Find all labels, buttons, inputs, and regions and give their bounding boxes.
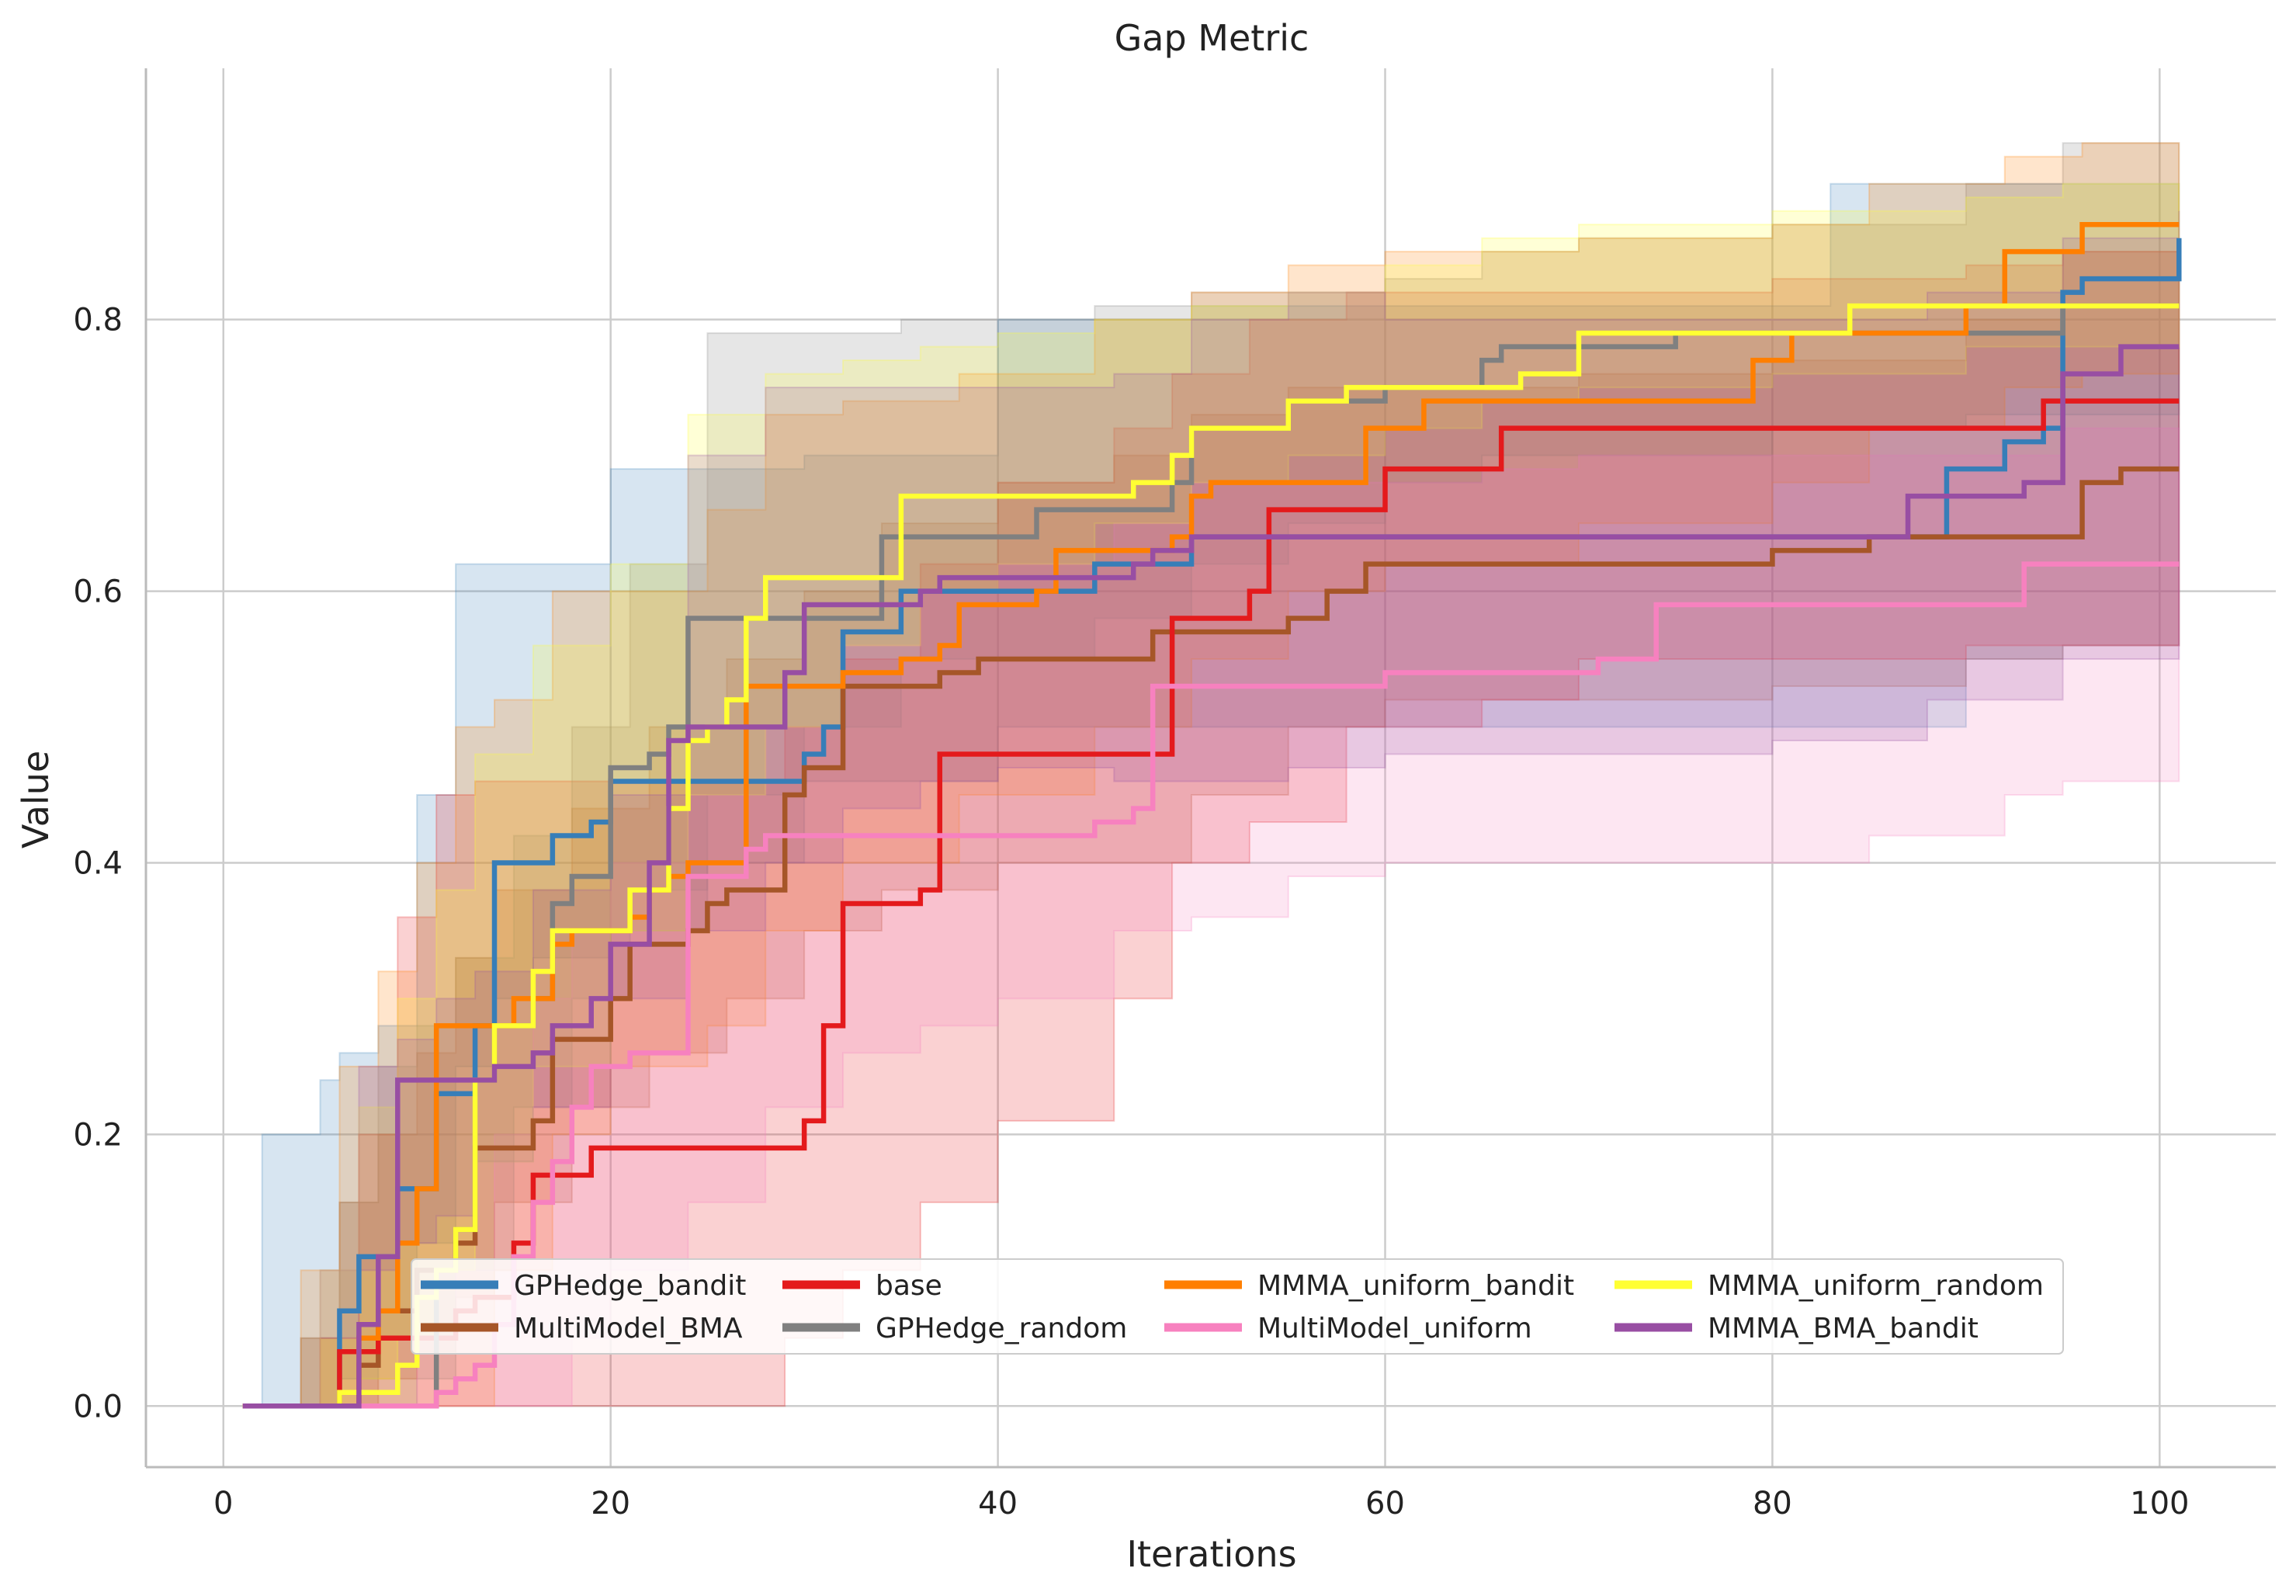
- x-tick-label: 20: [591, 1486, 630, 1521]
- chart-title: Gap Metric: [1115, 17, 1309, 59]
- y-tick-label: 0.6: [73, 574, 123, 610]
- legend-label-mmma-uniform-random: MMMA_uniform_random: [1708, 1270, 2044, 1302]
- x-tick-label: 80: [1753, 1486, 1792, 1521]
- x-tick-label: 0: [213, 1486, 233, 1521]
- legend: GPHedge_bandit MultiModel_BMA base GPHedge_…: [411, 1258, 2064, 1355]
- y-tick-label: 0.8: [73, 303, 123, 338]
- y-tick-labels: 0.0 0.2 0.4 0.6 0.8: [73, 303, 123, 1425]
- line-multimodel-bma: [242, 466, 2180, 1409]
- line-mmma-bma-bandit: [242, 344, 2180, 1409]
- line-mmma-uniform-random: [242, 303, 2180, 1409]
- x-axis-title: Iterations: [1126, 1533, 1296, 1575]
- band-gphedge-bandit: [242, 182, 2180, 1407]
- axes: [144, 68, 2276, 1469]
- y-tick-label: 0.0: [73, 1389, 123, 1424]
- legend-label-multimodel-bma: MultiModel_BMA: [514, 1313, 743, 1344]
- legend-label-gphedge-random: GPHedge_random: [876, 1313, 1127, 1344]
- x-tick-label: 100: [2130, 1486, 2189, 1521]
- x-tick-label: 60: [1365, 1486, 1405, 1521]
- legend-label-base: base: [876, 1270, 942, 1302]
- legend-label-mmma-uniform-bandit: MMMA_uniform_bandit: [1257, 1270, 1574, 1302]
- legend-label-gphedge-bandit: GPHedge_bandit: [514, 1270, 746, 1302]
- line-gphedge-bandit: [242, 238, 2182, 1409]
- y-axis-title: Value: [15, 751, 57, 848]
- y-tick-label: 0.4: [73, 845, 123, 881]
- x-tick-label: 40: [978, 1486, 1018, 1521]
- band-mmma-uniform-bandit: [242, 142, 2180, 1407]
- legend-label-multimodel-uniform: MultiModel_uniform: [1257, 1313, 1532, 1344]
- y-tick-label: 0.2: [73, 1117, 123, 1153]
- x-tick-labels: 0 20 40 60 80 100: [213, 1486, 2189, 1521]
- legend-label-mmma-bma-bandit: MMMA_BMA_bandit: [1708, 1313, 1979, 1344]
